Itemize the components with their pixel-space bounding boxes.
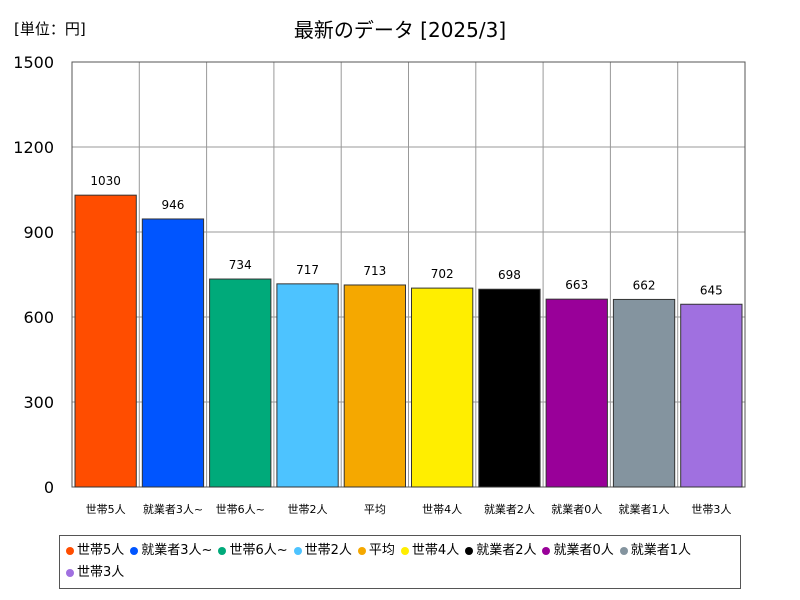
legend-swatch — [357, 547, 366, 555]
legend-swatch — [218, 547, 227, 555]
data-label: 698 — [498, 268, 521, 282]
legend-label: 世帯6人~ — [229, 543, 288, 558]
legend-swatch — [619, 547, 628, 555]
legend-item: 世帯6人~ — [218, 540, 288, 562]
legend-item: 世帯5人 — [66, 540, 124, 562]
legend-label: 世帯3人 — [77, 565, 125, 580]
legend-label: 世帯2人 — [304, 543, 352, 558]
legend-label: 平均 — [368, 543, 395, 558]
bar — [411, 287, 474, 488]
data-label: 662 — [633, 278, 656, 292]
legend-item: 就業者2人 — [465, 540, 536, 562]
legend-swatch — [130, 547, 139, 555]
data-label: 713 — [363, 264, 386, 278]
legend-label: 世帯5人 — [77, 543, 125, 558]
legend-label: 就業者1人 — [630, 543, 692, 558]
data-label: 734 — [229, 258, 252, 272]
x-tick-label: 世帯3人 — [691, 503, 731, 516]
legend-label: 就業者3人~ — [141, 543, 213, 558]
data-label: 645 — [700, 283, 723, 297]
y-tick-label: 300 — [23, 393, 54, 412]
chart-title: 最新のデータ [2025/3] — [293, 18, 507, 42]
legend-item: 世帯2人 — [293, 540, 352, 562]
data-label: 702 — [431, 267, 454, 281]
legend-item: 就業者1人 — [619, 540, 692, 562]
x-tick-label: 世帯6人~ — [216, 503, 265, 516]
x-tick-label: 平均 — [364, 503, 386, 516]
legend-item: 世帯3人 — [66, 562, 124, 584]
bar — [74, 194, 137, 488]
unit-label: [単位：円] — [14, 20, 86, 38]
legend-swatch — [465, 547, 474, 555]
legend-swatch — [400, 547, 409, 555]
legend-swatch — [542, 547, 551, 555]
x-tick-label: 世帯4人 — [422, 503, 462, 516]
y-tick-label: 1500 — [13, 53, 54, 72]
legend-swatch — [66, 569, 74, 577]
data-label: 946 — [161, 198, 184, 212]
y-tick-label: 900 — [23, 223, 54, 242]
legend-label: 世帯4人 — [411, 543, 460, 558]
y-tick-label: 0 — [44, 478, 54, 497]
bar — [343, 284, 407, 488]
legend-label: 就業者0人 — [553, 543, 614, 558]
bar — [545, 298, 608, 488]
chart-legend: 世帯5人 就業者3人~ 世帯6人~ 世帯2人 平均 世帯4人 就業者2人 就業者0人 就業者1人… — [59, 535, 741, 589]
bar — [478, 288, 541, 488]
x-tick-label: 就業者1人 — [619, 502, 670, 516]
legend-swatch — [293, 547, 302, 555]
x-tick-label: 就業者3人~ — [143, 502, 203, 516]
x-tick-label: 世帯5人 — [86, 503, 126, 516]
legend-item: 就業者0人 — [542, 540, 614, 562]
y-tick-label: 600 — [23, 308, 54, 327]
plot-border — [71, 61, 746, 488]
y-tick-label: 1200 — [13, 138, 54, 157]
bar — [680, 303, 743, 488]
x-tick-label: 就業者0人 — [551, 502, 602, 516]
legend-swatch — [66, 547, 74, 555]
legend-item: 平均 — [357, 540, 395, 562]
bar — [612, 298, 676, 488]
legend-item: 就業者3人~ — [130, 540, 212, 562]
data-label: 1030 — [90, 174, 121, 188]
x-tick-label: 就業者2人 — [484, 502, 535, 516]
data-label: 717 — [296, 263, 319, 277]
data-label: 663 — [565, 278, 588, 292]
x-tick-label: 世帯2人 — [288, 503, 328, 516]
legend-item: 世帯4人 — [400, 540, 460, 562]
bar — [209, 278, 272, 488]
legend-label: 就業者2人 — [476, 543, 537, 558]
bar — [141, 218, 205, 488]
bar — [276, 283, 339, 488]
